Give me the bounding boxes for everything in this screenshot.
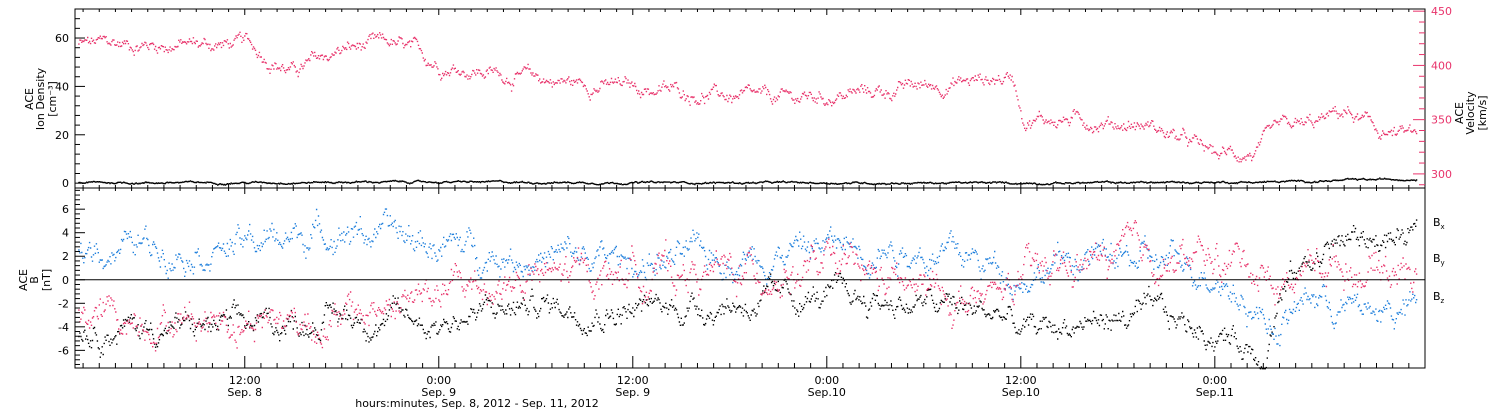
top-right-tick-label: 400 <box>1431 59 1452 72</box>
series-trace-1 <box>78 177 1418 186</box>
series-trace-0 <box>78 31 1418 163</box>
top-left-axis-title-line3: [cm⁻³] <box>46 81 59 117</box>
top-left-tick-label: 20 <box>55 129 69 142</box>
series-points <box>78 208 1418 347</box>
series-Bz <box>78 220 1418 352</box>
legend-by-label: B <box>1433 252 1441 265</box>
top-right-axis-title-line3: [km/s] <box>1476 95 1489 130</box>
bottom-left-tick-label: 2 <box>62 250 69 263</box>
legend-by-sub: y <box>1441 259 1445 267</box>
time-tick-label: 12:00 <box>1005 374 1037 387</box>
date-tick-label: Sep. 8 <box>227 386 262 399</box>
bottom-left-tick-label: 4 <box>62 227 69 240</box>
date-tick-label: Sep. 9 <box>615 386 650 399</box>
bottom-left-tick-label: -2 <box>58 297 69 310</box>
bottom-axis-title-line3: [nT] <box>40 269 53 291</box>
time-tick-label: 0:00 <box>426 374 451 387</box>
top-panel: 0 20 40 60 300 350 400 450 ACE Ion Density [cm… <box>23 5 1489 190</box>
time-tick-label: 12:00 <box>617 374 649 387</box>
top-left-tick-label: 40 <box>55 80 69 93</box>
legend: Bx By Bz <box>1433 216 1445 305</box>
top-right-tick-label: 450 <box>1431 5 1452 18</box>
bottom-panel: -6 -4 -2 0 2 4 6 ACE B [nT] Bx By Bz <box>17 187 1445 370</box>
bottom-axis-title-line1: ACE <box>17 269 30 291</box>
top-panel-data <box>78 31 1418 186</box>
top-left-tick-label: 60 <box>55 32 69 45</box>
date-tick-label: Sep.10 <box>1002 386 1040 399</box>
time-axis-title: hours:minutes, Sep. 8, 2012 - Sep. 11, 2… <box>355 397 599 410</box>
time-tick-label: 12:00 <box>229 374 261 387</box>
top-right-tick-label: 300 <box>1431 168 1452 181</box>
series-points <box>78 177 1418 186</box>
legend-bz-sub: z <box>1441 297 1445 305</box>
date-tick-label: Sep. 9 <box>421 386 456 399</box>
top-right-axis-title-line1: ACE <box>1453 102 1466 124</box>
top-left-axis-title-line2: Ion Density <box>34 67 47 130</box>
bottom-left-axis: -6 -4 -2 0 2 4 6 <box>58 189 85 365</box>
top-left-tick-label: 0 <box>62 177 69 190</box>
date-tick-label: Sep.11 <box>1196 386 1234 399</box>
bottom-left-tick-label: 0 <box>62 274 69 287</box>
bottom-left-tick-label: -6 <box>58 344 69 357</box>
top-right-tick-label: 350 <box>1431 114 1452 127</box>
legend-bx: Bx <box>1433 216 1445 231</box>
bottom-panel-frame <box>74 187 1426 369</box>
bottom-panel-data <box>78 208 1418 370</box>
top-panel-frame <box>74 8 1426 189</box>
top-right-axis: 300 350 400 450 <box>1413 5 1452 186</box>
bottom-left-tick-label: 6 <box>62 203 69 216</box>
bottom-axis-title-line2: B <box>28 276 41 284</box>
series-By <box>78 208 1418 347</box>
series-points <box>78 31 1418 163</box>
bottom-left-tick-label: -4 <box>58 321 69 334</box>
time-tick-label: 0:00 <box>814 374 839 387</box>
date-tick-label: Sep.10 <box>808 386 846 399</box>
legend-bz-label: B <box>1433 290 1441 303</box>
top-left-axis-title-line1: ACE <box>23 88 36 110</box>
series-points <box>78 220 1418 352</box>
top-left-axis: 0 20 40 60 <box>55 8 85 190</box>
legend-bz: Bz <box>1433 290 1445 305</box>
legend-by: By <box>1433 252 1445 267</box>
time-tick-label: 0:00 <box>1202 374 1227 387</box>
legend-bx-label: B <box>1433 216 1441 229</box>
top-right-axis-title-line2: Velocity <box>1464 91 1477 135</box>
legend-bx-sub: x <box>1441 223 1445 231</box>
